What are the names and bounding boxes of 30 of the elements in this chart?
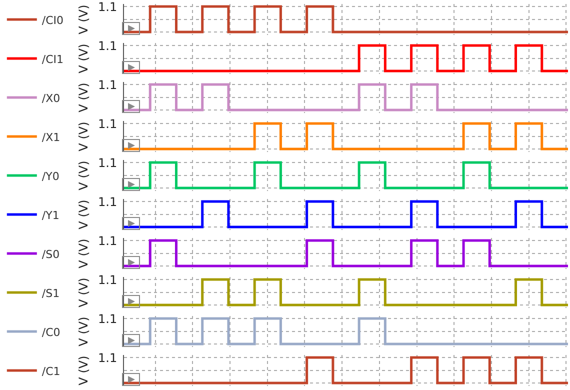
legend-label: /Y1	[42, 208, 60, 222]
y-axis-title: V (V)	[76, 278, 90, 308]
legend-label: /C0	[42, 326, 60, 339]
y-axis-title: V (V)	[76, 4, 90, 34]
text: 1.1	[98, 156, 118, 170]
y-axis-title: V (V)	[76, 200, 90, 230]
legend-label: /S1	[42, 286, 60, 300]
text: 1.1	[98, 351, 118, 365]
text: 1.1	[98, 273, 118, 287]
y-axis-title: V (V)	[76, 356, 90, 386]
legend-label: /X0	[42, 92, 60, 105]
y-axis-title: V (V)	[76, 316, 90, 346]
text: 1.1	[98, 312, 118, 326]
legend-label: /S0	[42, 248, 60, 261]
y-axis-title: V (V)	[76, 44, 90, 74]
text: 1.1	[98, 0, 118, 14]
text: 1.1	[98, 117, 118, 131]
legend-label: /X1	[42, 130, 60, 144]
legend-label: /C1	[42, 364, 60, 378]
legend-label: /Y0	[42, 170, 60, 183]
legend-label: /CI1	[42, 52, 64, 66]
text: 1.1	[98, 39, 118, 53]
text: 1.1	[98, 78, 118, 92]
y-axis-title: V (V)	[76, 82, 90, 112]
text: 1.1	[98, 234, 118, 248]
y-axis-title: V (V)	[76, 122, 90, 152]
y-axis-title: V (V)	[76, 238, 90, 268]
legend-label: /CI0	[42, 14, 64, 27]
text: 1.1	[98, 195, 118, 209]
y-axis-title: V (V)	[76, 160, 90, 190]
